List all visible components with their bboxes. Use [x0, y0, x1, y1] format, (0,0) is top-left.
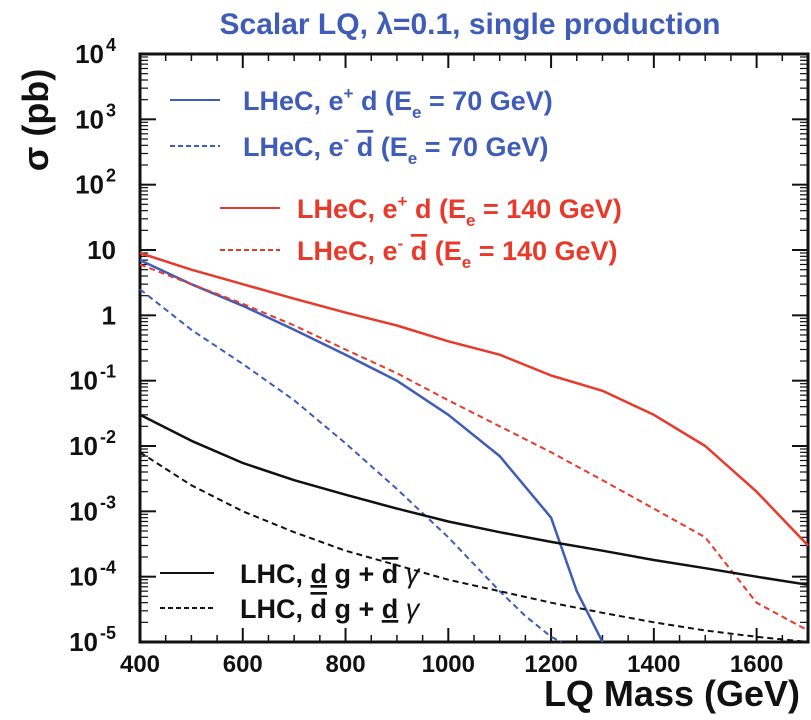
chart-title: Scalar LQ, λ=0.1, single production [220, 8, 721, 41]
legend-quark: d [311, 559, 328, 589]
y-tick-base: 10 [69, 366, 98, 396]
y-tick-exponent: -4 [100, 558, 116, 578]
y-tick-label: 10 [87, 235, 116, 265]
legend-text: LHeC, e [243, 132, 344, 162]
legend-text: LHeC, e [243, 86, 344, 116]
x-tick-label: 1400 [627, 651, 680, 678]
legend-text: LHC, [240, 559, 311, 589]
x-tick-label: 1600 [730, 651, 783, 678]
legend-photon: γ [398, 594, 421, 624]
legend-energy: (E [427, 236, 462, 266]
legend-quark: d [311, 594, 328, 624]
legend-energy-value: = 70 GeV) [421, 86, 552, 116]
legend-entry-3: LHeC, e+ d (Ee = 140 GeV) [297, 192, 622, 230]
y-tick-exponent: -2 [100, 427, 116, 447]
legend-energy-sub: e [408, 149, 417, 168]
legend-energy: (E [431, 194, 466, 224]
y-tick-exponent: 4 [106, 35, 116, 55]
legend-charge: + [398, 192, 408, 211]
legend-charge: - [398, 234, 404, 253]
legend-quark: d [361, 86, 378, 116]
x-tick-label: 600 [223, 651, 263, 678]
y-tick-label: 10 2 [75, 166, 116, 200]
legend-energy: (E [373, 132, 408, 162]
y-axis-label: σ (pb) [15, 69, 56, 172]
series-line-3 [139, 251, 809, 547]
legend-quark-2: d [382, 559, 399, 589]
x-tick-label: 800 [326, 651, 366, 678]
legend-quark: d [415, 194, 432, 224]
y-tick-label: 10 -5 [69, 623, 116, 657]
y-tick-label: 10 -3 [69, 492, 116, 526]
series-line-5 [139, 413, 809, 587]
x-tick-label: 1000 [422, 651, 475, 678]
legend-energy-value: = 140 GeV) [471, 236, 617, 266]
y-tick-base: 10 [69, 431, 98, 461]
legend-text: LHeC, e [297, 194, 398, 224]
y-tick-exponent: -1 [100, 362, 116, 382]
y-tick-base: 10 [75, 104, 104, 134]
y-tick-base: 10 [69, 496, 98, 526]
legend: LHeC, e+ d (Ee = 70 GeV)LHeC, e- d (Ee =… [160, 84, 622, 624]
y-tick-exponent: -3 [100, 492, 116, 512]
series-line-4 [139, 263, 809, 632]
legend-entry-2: LHeC, e- d (Ee = 70 GeV) [243, 130, 549, 168]
x-axis-label: LQ Mass (GeV) [544, 673, 800, 714]
legend-gluon: g + [327, 559, 382, 589]
legend-space [403, 236, 411, 266]
legend-photon: γ [398, 559, 421, 589]
legend-entry-4: LHeC, e- d (Ee = 140 GeV) [297, 234, 618, 272]
legend-energy-value: = 70 GeV) [417, 132, 548, 162]
x-tick-label: 1200 [524, 651, 577, 678]
x-tick-label: 400 [120, 651, 160, 678]
legend-entry-5: LHC, d g + d γ [240, 559, 421, 589]
y-tick-label: 10 -4 [69, 558, 116, 592]
y-tick-label: 10 4 [75, 35, 116, 69]
legend-energy-value: = 140 GeV) [475, 194, 621, 224]
legend-text: LHeC, e [297, 236, 398, 266]
legend-text: LHC, [240, 594, 311, 624]
y-tick-base: 10 [75, 39, 104, 69]
y-tick-base: 10 [75, 170, 104, 200]
legend-charge: + [344, 84, 354, 103]
legend-quark-2: d [382, 594, 399, 624]
y-tick-base: 10 [69, 562, 98, 592]
legend-space [353, 86, 361, 116]
legend-quark: d [411, 236, 428, 266]
y-tick-label: 10 -2 [69, 427, 116, 461]
y-tick-exponent: 3 [106, 100, 116, 120]
series-line-2 [139, 288, 562, 643]
legend-entry-1: LHeC, e+ d (Ee = 70 GeV) [243, 84, 553, 122]
legend-energy: (E [377, 86, 412, 116]
y-tick-base: 10 [87, 235, 116, 265]
legend-entry-6: LHC, d g + d γ [240, 594, 421, 624]
y-tick-label: 1 [102, 300, 116, 330]
data-curves [139, 251, 809, 643]
y-tick-label: 10 3 [75, 100, 116, 134]
legend-energy-sub: e [462, 253, 471, 272]
legend-space [349, 132, 357, 162]
y-tick-base: 1 [102, 300, 116, 330]
legend-energy-sub: e [412, 103, 421, 122]
y-tick-base: 10 [69, 627, 98, 657]
y-tick-exponent: 2 [106, 166, 116, 186]
legend-gluon: g + [327, 594, 382, 624]
legend-charge: - [344, 130, 350, 149]
y-tick-exponent: -5 [100, 623, 116, 643]
legend-space [407, 194, 415, 224]
legend-energy-sub: e [466, 211, 475, 230]
series-line-6 [139, 451, 809, 643]
y-tick-label: 10 -1 [69, 362, 116, 396]
legend-quark: d [357, 132, 374, 162]
